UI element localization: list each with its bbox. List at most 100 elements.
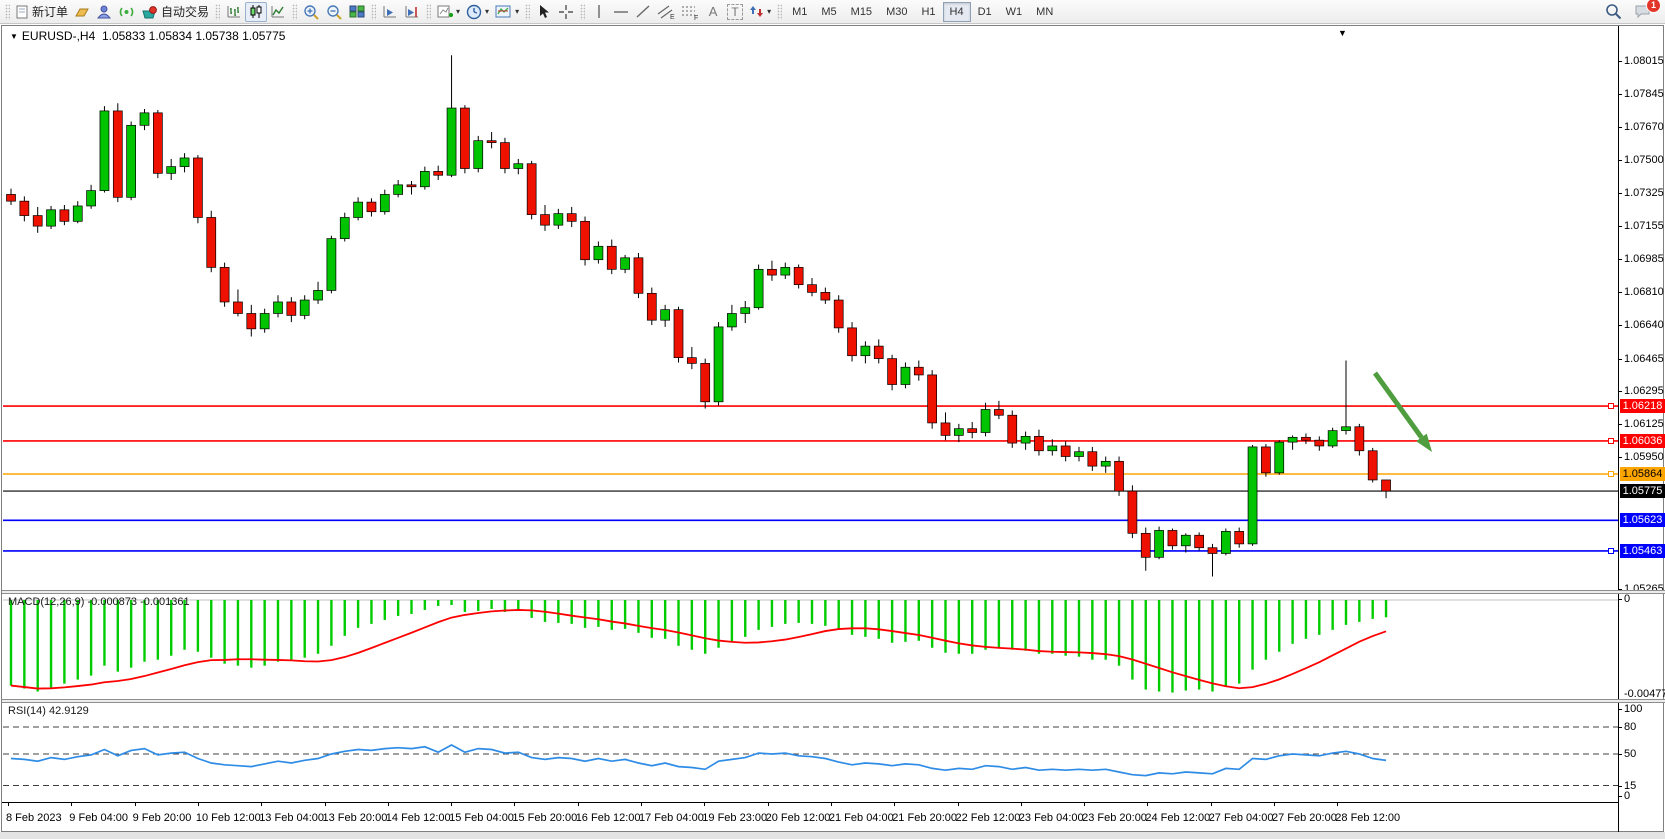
auto-trading-button[interactable]: 自动交易 [138, 2, 212, 22]
rsi-scale-label: 100 [1624, 703, 1643, 715]
price-tick-label: 1.07500 [1624, 153, 1664, 166]
timeframe-m30-button[interactable]: M30 [886, 5, 908, 18]
timeframe-w1-button[interactable]: W1 [1005, 5, 1023, 18]
line-end-marker[interactable] [1608, 437, 1614, 444]
signals-button[interactable] [115, 2, 138, 22]
toolbar-grip[interactable] [292, 3, 298, 20]
candle-body [1194, 534, 1205, 549]
candle-body [460, 107, 470, 169]
time-tick-label: 17 Feb 04:00 [639, 812, 704, 824]
macd-histogram-bar [1291, 600, 1294, 644]
timeframe-h4-button[interactable]: H4 [942, 1, 971, 22]
rsi-pane[interactable] [3, 703, 1618, 802]
macd-histogram-bar [690, 600, 694, 650]
gold-symbol-button[interactable] [71, 2, 93, 22]
channel-tool-button[interactable]: E [654, 2, 678, 22]
profile-button[interactable] [93, 2, 115, 22]
macd-histogram-bar [930, 600, 934, 648]
candle-body [1034, 436, 1044, 452]
candle-body [994, 409, 1004, 416]
candlestick-mode-button[interactable] [245, 1, 268, 22]
candle-body [1354, 426, 1365, 452]
price-chart-pane[interactable] [3, 26, 1618, 590]
toolbar-grip[interactable] [426, 3, 432, 20]
cursor-tool-button[interactable] [533, 2, 555, 22]
time-tick-mark [1210, 802, 1212, 806]
candle-body [1114, 460, 1124, 492]
templates-menu-button[interactable]: ▾ [492, 2, 522, 22]
toolbar-grip[interactable] [777, 3, 783, 20]
toolbar-grip[interactable] [215, 3, 221, 20]
horizontal-line-tool-button[interactable] [610, 2, 632, 22]
line-end-marker[interactable] [1608, 470, 1614, 477]
search-button[interactable] [1602, 2, 1625, 22]
candle-body [660, 309, 671, 321]
periods-menu-button[interactable]: ▾ [463, 2, 492, 22]
time-tick-mark [197, 802, 199, 806]
candle-body [59, 209, 70, 222]
bar-chart-mode-button[interactable] [223, 2, 245, 22]
macd-histogram-bar [223, 600, 226, 664]
candle-body [1180, 534, 1191, 547]
macd-histogram-bar [210, 600, 213, 658]
trend-arrow-head[interactable] [1416, 433, 1432, 452]
tile-windows-button[interactable] [346, 2, 368, 22]
macd-histogram-bar [1037, 600, 1041, 654]
chart-shift-button[interactable] [401, 2, 423, 22]
macd-histogram-bar [343, 600, 346, 636]
indicators-menu-button[interactable]: ▾ [434, 2, 463, 22]
crosshair-tool-button[interactable] [555, 2, 577, 22]
macd-histogram-bar [437, 600, 440, 606]
crosshair-icon [559, 4, 574, 19]
candle-body [1060, 445, 1071, 457]
candle-body [1020, 436, 1031, 444]
price-tick-mark [1618, 258, 1622, 260]
macd-histogram-bar [1131, 600, 1134, 680]
candle-body [820, 292, 831, 301]
new-order-button[interactable]: 新订单 [13, 2, 71, 22]
pane-divider[interactable] [2, 590, 1665, 594]
macd-pane[interactable] [3, 594, 1618, 699]
candle-body [99, 110, 110, 191]
pane-divider[interactable] [2, 699, 1665, 703]
candle-body [1274, 441, 1285, 474]
time-tick-label: 23 Feb 20:00 [1082, 812, 1147, 824]
zoom-in-button[interactable] [300, 2, 323, 22]
macd-histogram-bar [957, 600, 961, 654]
trend-arrow-shaft[interactable] [1372, 371, 1424, 439]
candle-body [593, 245, 604, 261]
macd-histogram-bar [330, 600, 333, 646]
timeframe-m5-button[interactable]: M5 [821, 5, 837, 18]
time-tick-label: 13 Feb 20:00 [322, 812, 388, 824]
toolbar-grip[interactable] [525, 3, 531, 20]
vertical-line-tool-button[interactable] [588, 2, 610, 22]
zoom-out-button[interactable] [323, 2, 346, 22]
fibonacci-tool-button[interactable]: F [678, 2, 702, 22]
timeframe-d1-button[interactable]: D1 [977, 5, 992, 18]
rsi-label: RSI(14) 42.9129 [8, 705, 89, 717]
timeframe-m15-button[interactable]: M15 [850, 5, 873, 18]
arrows-tool-button[interactable]: ▾ [746, 2, 774, 22]
line-end-marker[interactable] [1608, 547, 1614, 554]
timeframe-h1-button[interactable]: H1 [921, 5, 936, 18]
text-tool-button[interactable]: A [702, 2, 724, 22]
macd-histogram-bar [1384, 600, 1388, 618]
toolbar-grip[interactable] [580, 3, 586, 20]
timeframe-m1-button[interactable]: M1 [792, 5, 808, 18]
line-end-marker[interactable] [1608, 403, 1614, 410]
candle-body [1127, 490, 1138, 534]
chart-collapse-icon[interactable]: ▼ [10, 32, 18, 41]
notifications-button[interactable]: 1 [1631, 0, 1661, 22]
time-tick-mark [451, 802, 453, 806]
line-chart-icon [271, 6, 285, 18]
timeframe-mn-button[interactable]: MN [1036, 5, 1054, 18]
toolbar-grip[interactable] [371, 3, 377, 20]
vertical-line-icon [598, 5, 600, 18]
toolbar-grip[interactable] [5, 3, 10, 20]
trendline-tool-button[interactable] [632, 2, 654, 22]
text-label-tool-button[interactable]: T [724, 2, 746, 22]
auto-scroll-button[interactable] [379, 2, 401, 22]
macd-histogram-bar [1011, 600, 1014, 650]
line-chart-mode-button[interactable] [267, 2, 289, 22]
toolbar: 新订单 自动交易 [0, 0, 1665, 24]
